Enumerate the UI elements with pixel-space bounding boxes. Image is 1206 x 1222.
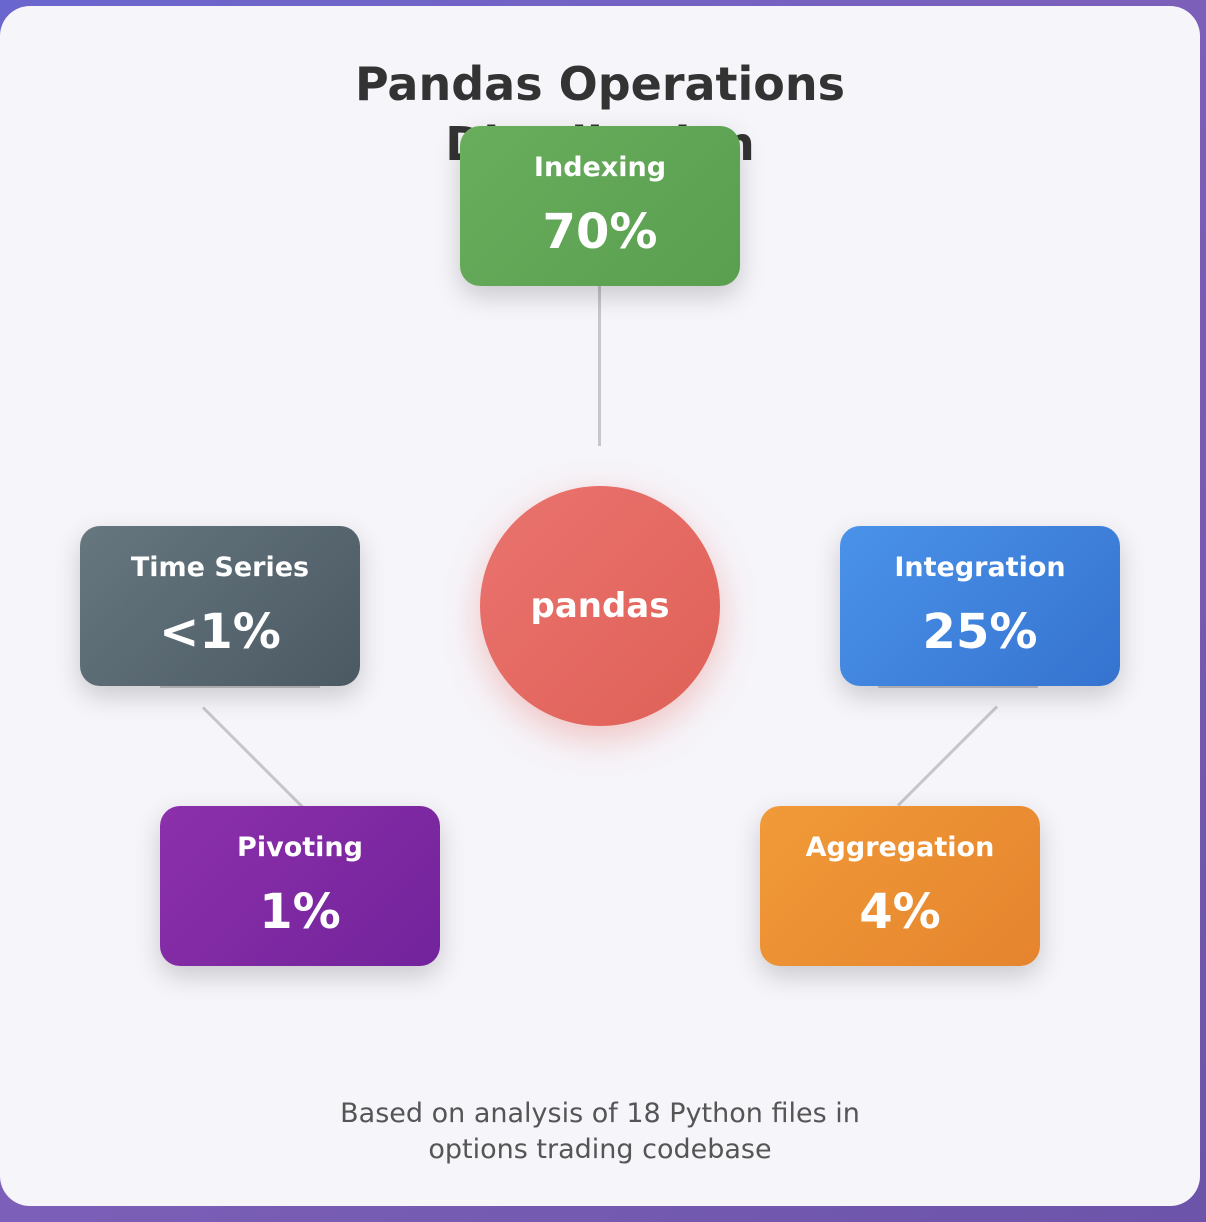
- node-pivoting-label: Pivoting: [237, 832, 363, 863]
- connector-integration-base: [878, 686, 1038, 688]
- center-node-pandas: pandas: [480, 486, 720, 726]
- node-indexing: Indexing 70%: [460, 126, 740, 286]
- node-integration: Integration 25%: [840, 526, 1120, 686]
- connector-time-series-base: [160, 686, 320, 688]
- node-time-series-value: <1%: [159, 604, 281, 660]
- node-indexing-value: 70%: [542, 204, 658, 260]
- diagram-card: Pandas Operations Distribution Indexing …: [0, 6, 1200, 1206]
- node-aggregation-value: 4%: [859, 884, 941, 940]
- node-aggregation: Aggregation 4%: [760, 806, 1040, 966]
- node-time-series-label: Time Series: [130, 552, 310, 583]
- node-integration-label: Integration: [894, 552, 1066, 583]
- node-indexing-label: Indexing: [533, 152, 667, 183]
- node-pivoting-value: 1%: [259, 884, 341, 940]
- connector-indexing: [598, 286, 601, 446]
- node-integration-value: 25%: [922, 604, 1038, 660]
- node-aggregation-label: Aggregation: [805, 832, 995, 863]
- node-pivoting: Pivoting 1%: [160, 806, 440, 966]
- footer-note: Based on analysis of 18 Python files in …: [340, 1098, 860, 1165]
- node-time-series: Time Series <1%: [80, 526, 360, 686]
- connector-time-series-pivoting: [201, 706, 304, 808]
- connector-integration-aggregation: [896, 705, 999, 807]
- center-node-label: pandas: [530, 586, 670, 626]
